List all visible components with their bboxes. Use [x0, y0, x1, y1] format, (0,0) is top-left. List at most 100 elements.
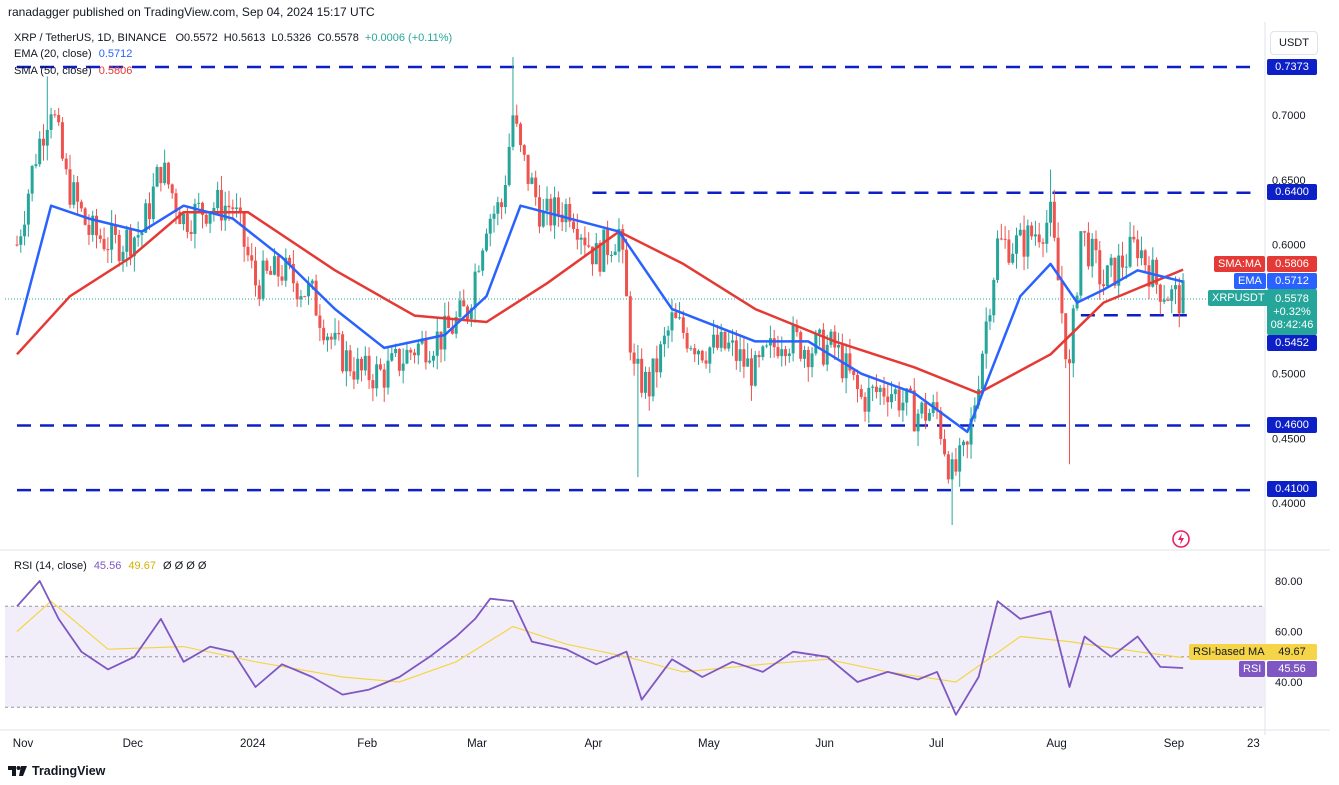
candle-body-9 [49, 114, 53, 130]
candle-body-42 [174, 193, 178, 212]
tradingview-footer[interactable]: TradingView [8, 764, 105, 778]
candle-body-139 [541, 210, 545, 227]
symbol-axis-tag: XRPUSDT [1208, 290, 1269, 306]
candle-body-103 [405, 349, 409, 364]
candle-body-0 [15, 244, 19, 246]
candle-body-12 [60, 122, 64, 159]
candle-body-274 [1052, 201, 1056, 238]
level-label-3: 0.4600 [1267, 417, 1317, 433]
candle-body-244 [939, 410, 943, 439]
candle-body-216 [833, 331, 837, 348]
candle-body-173 [670, 312, 674, 331]
candle-body-29 [125, 229, 129, 252]
candle-body-306 [1173, 285, 1177, 290]
candle-body-125 [488, 218, 492, 234]
candle-body-254 [977, 389, 981, 406]
candle-body-96 [378, 364, 382, 370]
candle-body-195 [753, 354, 757, 386]
candle-body-293 [1124, 266, 1128, 268]
candle-body-95 [375, 364, 379, 389]
candle-body-35 [148, 203, 152, 220]
candle-body-247 [950, 459, 954, 480]
candle-body-145 [564, 204, 568, 223]
candle-body-231 [890, 394, 894, 403]
candle-body-123 [481, 250, 485, 271]
candle-body-185 [715, 334, 719, 348]
candle-body-223 [859, 389, 863, 397]
candle-body-109 [428, 360, 432, 363]
candle-body-24 [106, 249, 110, 251]
candle-body-190 [734, 340, 738, 361]
candle-body-97 [382, 369, 386, 388]
level-label-1: 0.6400 [1267, 184, 1317, 200]
candle-body-243 [935, 402, 939, 411]
candle-body-48 [197, 202, 201, 204]
high-value: H0.5613 [223, 32, 266, 44]
candle-body-127 [496, 202, 500, 214]
candle-body-140 [545, 198, 549, 211]
candle-body-303 [1162, 299, 1166, 302]
candle-body-292 [1120, 255, 1124, 268]
candle-body-104 [409, 349, 413, 353]
candle-body-204 [787, 353, 791, 357]
candle-body-1 [19, 236, 23, 245]
candle-body-226 [871, 386, 875, 388]
sma-legend[interactable]: SMA (50, close) 0.5806 [14, 65, 132, 77]
candle-body-220 [848, 353, 852, 371]
currency-unit-button[interactable]: USDT [1270, 31, 1318, 55]
candle-body-23 [102, 239, 106, 250]
candle-body-236 [908, 388, 912, 391]
candle-body-130 [507, 146, 511, 186]
candle-body-270 [1037, 234, 1041, 243]
candle-body-52 [212, 208, 216, 214]
flash-alert-icon[interactable] [1171, 529, 1191, 549]
candle-body-70 [280, 276, 284, 281]
candle-body-304 [1166, 299, 1170, 301]
candle-body-118 [462, 300, 466, 307]
candle-body-144 [560, 214, 564, 223]
symbol-legend: XRP / TetherUS, 1D, BINANCE O0.5572 H0.5… [14, 32, 455, 44]
ema-legend-value: 0.5712 [98, 48, 133, 60]
candle-body-150 [583, 237, 587, 246]
candle-body-153 [594, 243, 598, 265]
rsi-legend[interactable]: RSI (14, close) 45.56 49.67 Ø Ø Ø Ø [14, 560, 206, 572]
time-label-2: 2024 [240, 738, 266, 750]
candle-body-287 [1102, 284, 1106, 287]
candle-body-281 [1079, 231, 1083, 296]
candle-body-106 [416, 343, 420, 356]
candle-body-34 [144, 203, 148, 233]
candle-body-246 [946, 454, 950, 480]
candle-body-207 [799, 332, 803, 359]
candle-body-50 [204, 214, 208, 224]
candle-body-10 [53, 114, 57, 116]
candle-body-258 [992, 280, 996, 316]
candle-body-122 [477, 270, 481, 272]
candle-body-301 [1155, 259, 1159, 285]
candle-body-307 [1177, 285, 1181, 314]
ema-legend[interactable]: EMA (20, close) 0.5712 [14, 48, 132, 60]
candle-body-45 [185, 213, 189, 232]
candle-body-249 [958, 445, 962, 472]
candle-body-209 [806, 349, 810, 368]
candle-body-20 [91, 215, 95, 235]
candle-body-91 [360, 358, 364, 371]
sma-axis-tag: SMA:MA [1214, 256, 1266, 272]
candle-body-215 [829, 331, 833, 345]
candle-body-186 [719, 331, 723, 348]
sma-legend-value: 0.5806 [98, 65, 133, 77]
candle-body-229 [882, 387, 886, 397]
rsi-axis-tag: RSI [1239, 661, 1266, 677]
candle-body-69 [276, 256, 280, 277]
candle-body-65 [261, 260, 265, 299]
rsi-ma-line [16, 600, 1184, 683]
ema-legend-label: EMA (20, close) [14, 48, 92, 60]
candle-body-2 [23, 224, 27, 237]
candle-body-86 [341, 334, 345, 372]
candle-body-90 [356, 358, 360, 380]
sma50-line [16, 210, 1184, 395]
candle-body-112 [439, 331, 443, 350]
sma-axis-value: 0.5806 [1267, 256, 1317, 272]
time-label-1: Dec [123, 738, 144, 750]
candle-body-31 [132, 237, 136, 257]
